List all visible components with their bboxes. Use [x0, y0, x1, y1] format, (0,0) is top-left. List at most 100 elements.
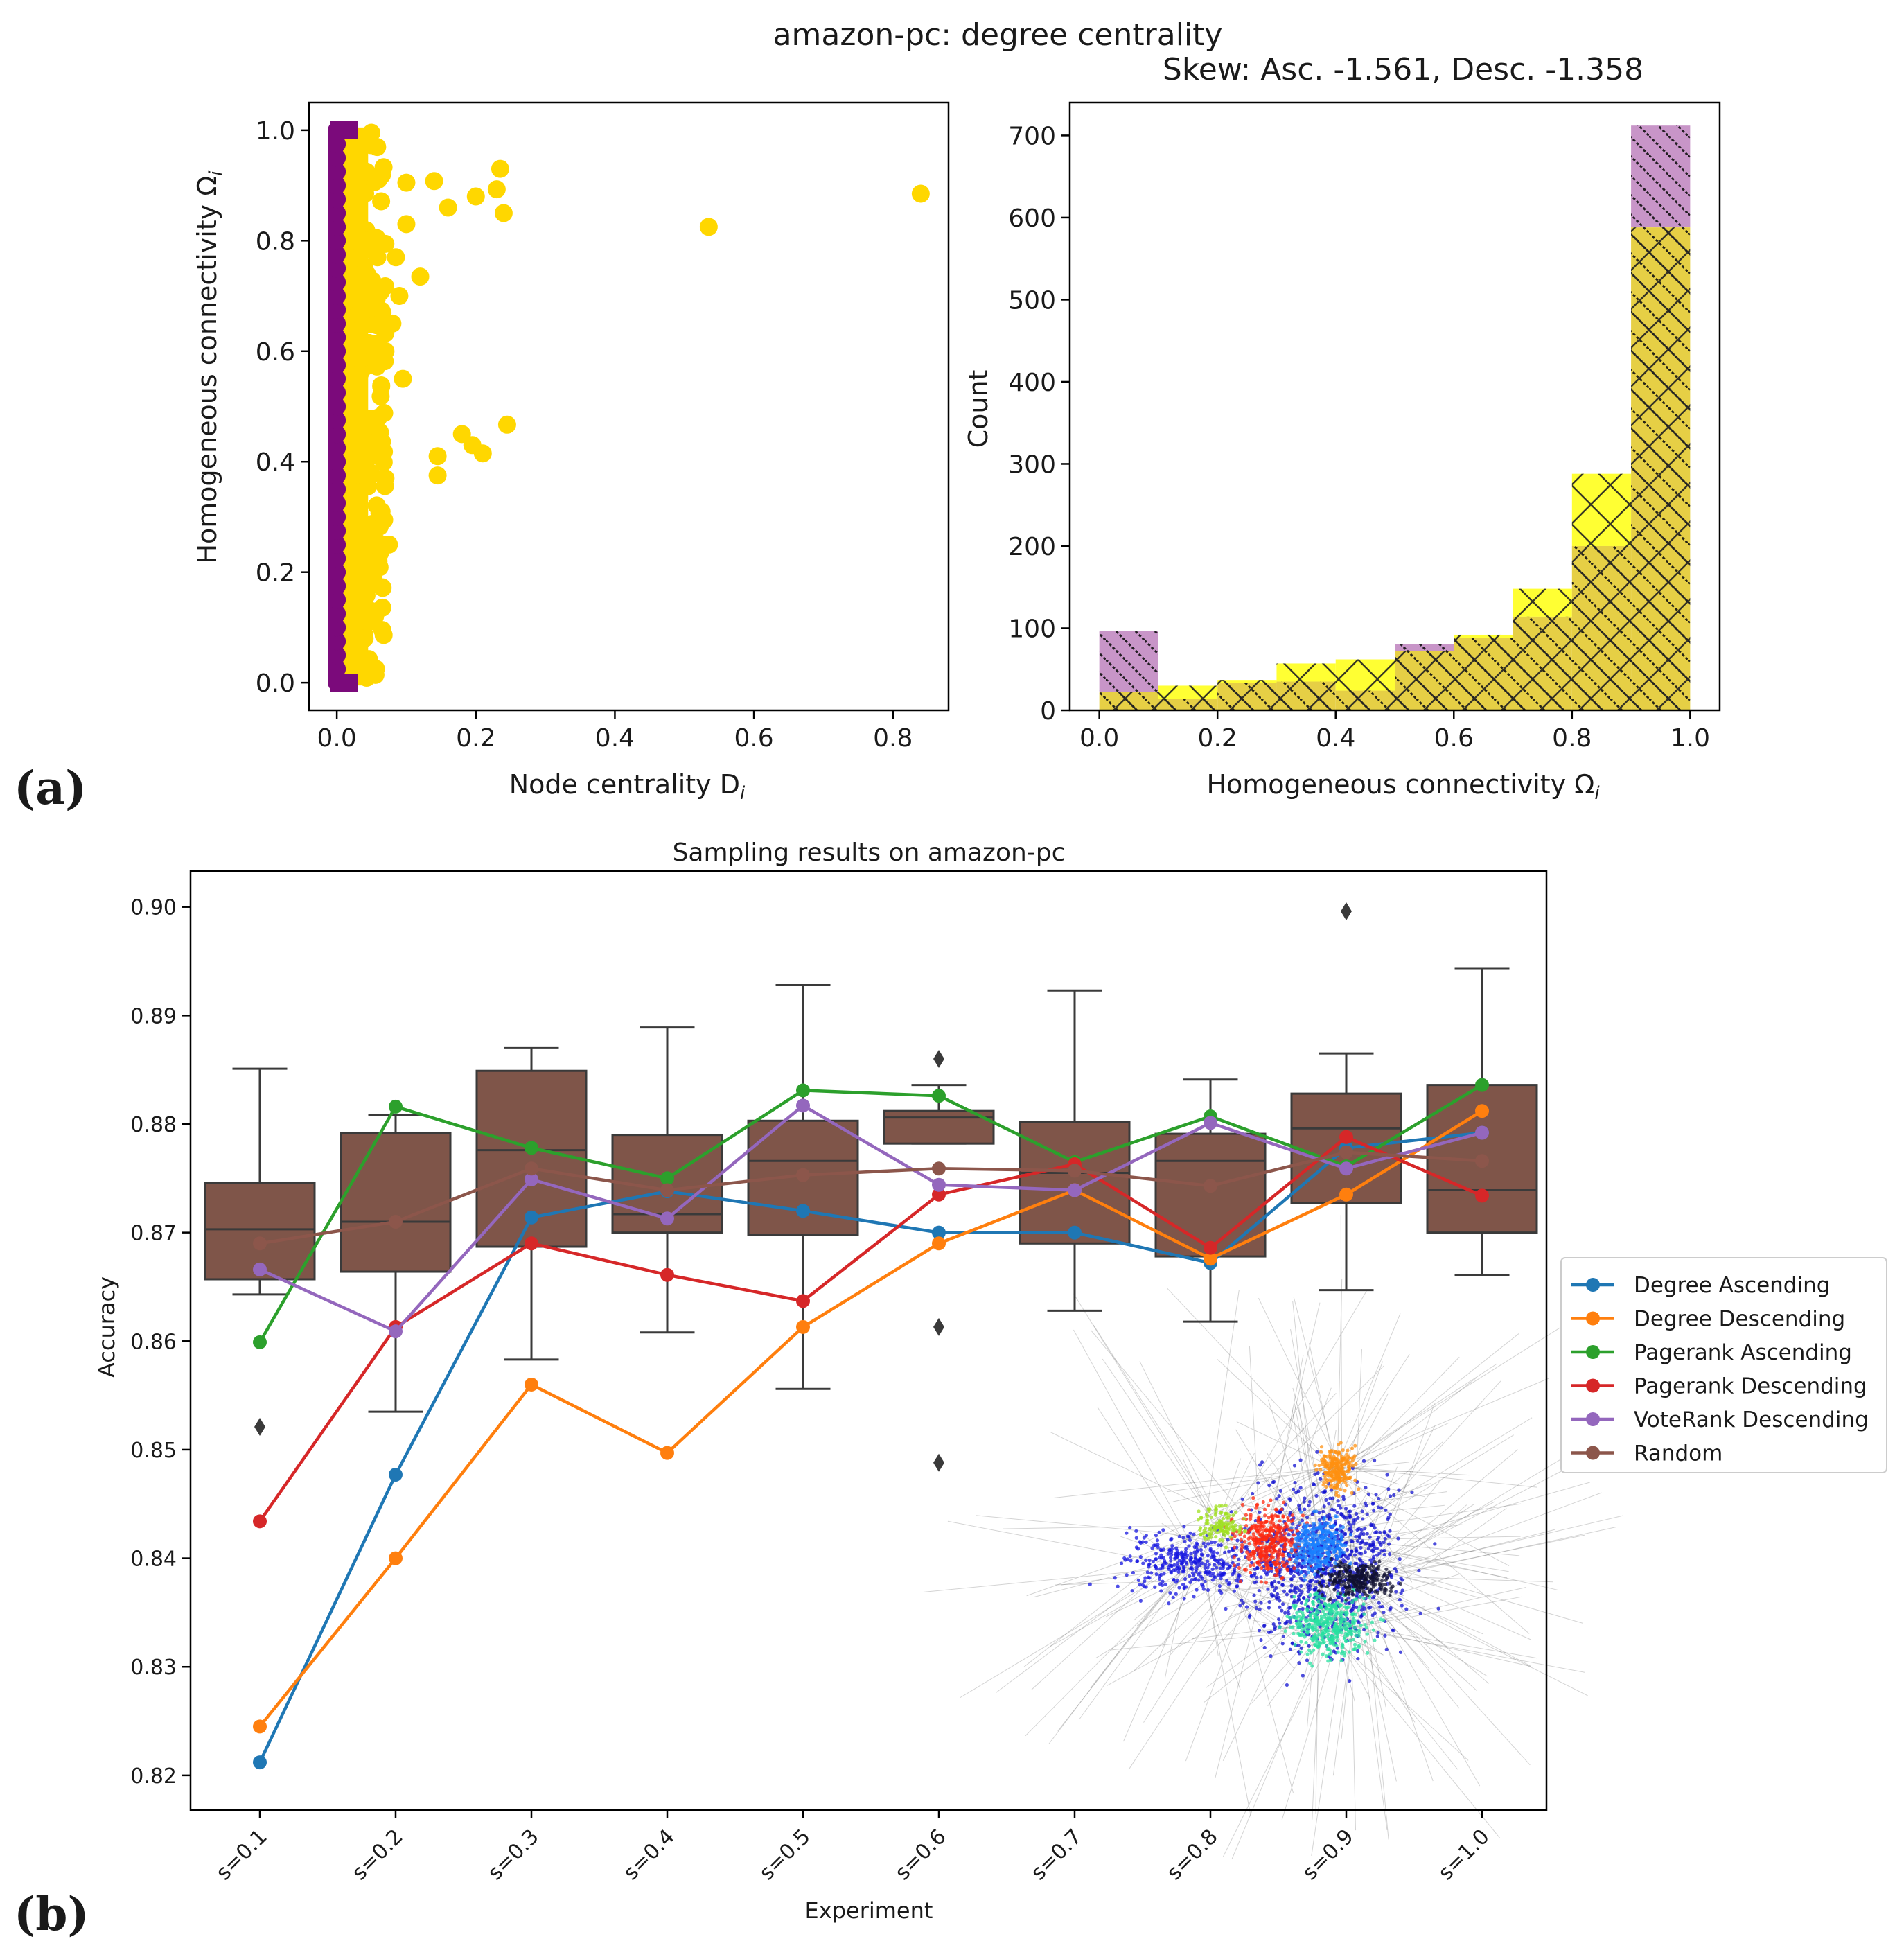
network-node — [1335, 1539, 1340, 1544]
network-node — [1348, 1464, 1352, 1468]
scatter-point-yellow — [372, 192, 391, 211]
network-node — [1188, 1580, 1192, 1584]
network-node — [1248, 1613, 1252, 1617]
network-edge — [1231, 1629, 1328, 1860]
network-node — [1162, 1572, 1166, 1576]
network-node — [1190, 1562, 1194, 1566]
network-node — [1329, 1518, 1333, 1522]
network-node — [1347, 1584, 1351, 1588]
network-node — [1247, 1508, 1251, 1512]
network-edge — [1334, 1313, 1401, 1471]
scatter-point-yellow — [359, 657, 378, 676]
network-node — [1192, 1577, 1197, 1581]
sampling-y-tick-label: 0.85 — [130, 1439, 177, 1463]
scatter-point-yellow — [351, 364, 369, 383]
network-node — [1334, 1606, 1339, 1610]
network-edge — [1143, 1462, 1335, 1543]
network-node — [1343, 1605, 1347, 1609]
network-node — [1315, 1640, 1319, 1645]
network-node — [1320, 1593, 1325, 1597]
network-node — [1271, 1547, 1276, 1551]
network-edge — [1332, 1632, 1500, 1838]
network-node — [1240, 1543, 1244, 1547]
network-edge — [1326, 1541, 1508, 1579]
network-node — [1332, 1550, 1337, 1554]
network-node — [1330, 1638, 1334, 1642]
network-node — [1123, 1558, 1127, 1562]
network-node — [1346, 1556, 1350, 1561]
network-node — [1330, 1474, 1334, 1478]
network-node — [1277, 1617, 1281, 1622]
network-node — [1310, 1664, 1314, 1668]
network-node — [1179, 1550, 1183, 1554]
network-edge — [996, 1561, 1171, 1693]
series-point — [389, 1467, 403, 1482]
network-node — [1317, 1581, 1321, 1585]
network-edge — [1346, 1509, 1355, 1579]
network-node — [1324, 1571, 1328, 1575]
scatter-point-purple — [328, 535, 346, 554]
network-node — [1366, 1586, 1370, 1590]
network-node — [1244, 1568, 1249, 1572]
histogram-x-tick-label: 0.4 — [1316, 724, 1355, 753]
series-line — [258, 1109, 1483, 1728]
network-node — [1182, 1525, 1186, 1529]
network-node — [1359, 1545, 1363, 1550]
network-node — [1303, 1557, 1307, 1561]
network-node — [1136, 1547, 1140, 1551]
network-edge — [1340, 1626, 1585, 1673]
network-node — [1298, 1550, 1303, 1554]
network-node — [1161, 1547, 1165, 1552]
network-node — [1292, 1464, 1297, 1468]
scatter-point-purple — [328, 453, 346, 471]
network-node — [1396, 1536, 1400, 1541]
network-node — [1335, 1510, 1339, 1515]
scatter-point-purple — [328, 439, 346, 457]
network-node — [1296, 1536, 1301, 1540]
scatter-point-yellow — [380, 535, 398, 554]
network-edge — [1321, 1540, 1509, 1572]
network-edge — [1050, 1561, 1201, 1647]
network-node — [1355, 1574, 1359, 1578]
network-node — [1386, 1487, 1391, 1491]
network-node — [1224, 1525, 1229, 1530]
network-node — [1183, 1550, 1188, 1554]
network-node — [1312, 1509, 1316, 1513]
network-node — [1336, 1442, 1341, 1447]
network-node — [1176, 1561, 1180, 1565]
network-node — [1361, 1596, 1366, 1601]
network-node — [1307, 1622, 1312, 1626]
sampling-x-tick-label: s=0.2 — [347, 1825, 407, 1885]
network-node — [1214, 1511, 1218, 1515]
network-node — [1231, 1513, 1235, 1518]
network-node — [1144, 1534, 1148, 1538]
series-point — [1339, 1145, 1353, 1159]
network-node — [1296, 1622, 1300, 1626]
network-node — [1328, 1466, 1332, 1471]
network-node — [1312, 1482, 1316, 1486]
network-node — [1195, 1588, 1199, 1592]
network-node — [1278, 1527, 1282, 1531]
network-node — [1328, 1478, 1332, 1482]
network-edge — [1172, 1464, 1334, 1502]
network-node — [1217, 1520, 1222, 1525]
network-edge — [1364, 1575, 1553, 1583]
scatter-point-yellow — [494, 204, 513, 222]
network-node — [1259, 1523, 1263, 1527]
network-node — [1363, 1550, 1367, 1554]
network-node — [1204, 1563, 1208, 1567]
network-node — [1310, 1542, 1314, 1547]
series-point — [796, 1083, 810, 1098]
network-node — [1299, 1510, 1303, 1514]
network-node — [1288, 1511, 1292, 1515]
box-flier — [933, 1453, 944, 1472]
network-node — [1293, 1553, 1297, 1557]
network-edge — [1090, 1330, 1271, 1548]
network-node — [1335, 1469, 1339, 1473]
network-node — [1322, 1640, 1326, 1644]
network-node — [1201, 1587, 1206, 1591]
network-node — [1343, 1489, 1347, 1493]
network-node — [1263, 1513, 1267, 1518]
scatter-point-purple — [328, 259, 346, 278]
